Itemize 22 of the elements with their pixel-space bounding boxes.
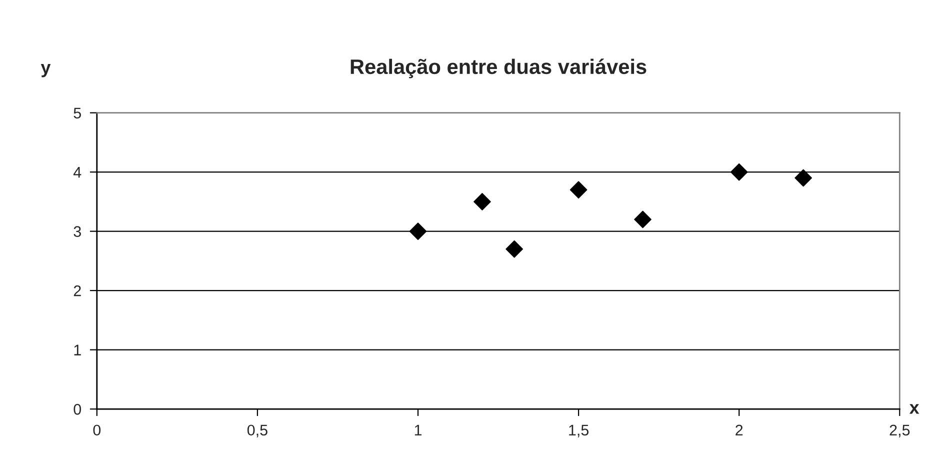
- point: [474, 192, 491, 210]
- x-tick-label: 1,5: [569, 424, 589, 438]
- x-tick-label: 0,5: [247, 424, 268, 438]
- y-tick-label: 5: [74, 108, 81, 118]
- y-tick-label: 1: [74, 344, 81, 356]
- point: [794, 169, 812, 187]
- y-tick-label: 3: [74, 226, 81, 237]
- x-tick-label: 2,5: [890, 424, 910, 438]
- point: [409, 222, 427, 240]
- y-tick-label: 4: [73, 167, 82, 178]
- chart-title: Realação entre duas variáveis: [350, 58, 646, 78]
- point: [570, 181, 588, 198]
- y-tick-label: 0: [74, 404, 82, 415]
- y-axis-title: y: [40, 64, 51, 78]
- point: [730, 163, 748, 181]
- point: [634, 210, 652, 228]
- x-tick-label: 2: [736, 424, 743, 436]
- x-tick-label: 0: [93, 424, 101, 436]
- x-axis-title: x: [909, 404, 920, 414]
- point: [506, 240, 524, 258]
- y-tick-label: 2: [74, 285, 81, 296]
- x-tick-label: 1: [414, 424, 422, 436]
